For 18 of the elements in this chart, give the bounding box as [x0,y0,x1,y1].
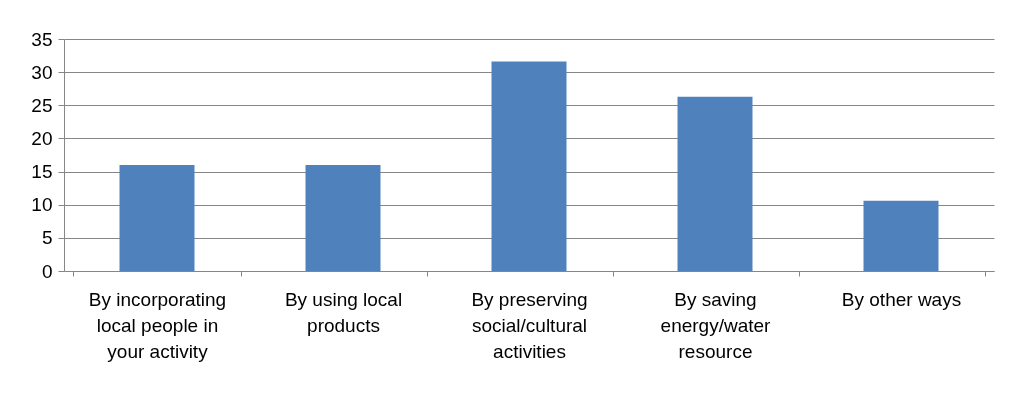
x-tick-label: By incorporating local people in your activity [88,288,227,362]
x-tick-label: By using local products [284,288,403,336]
y-tick-label: 30 [31,61,53,83]
y-tick-label: 35 [31,28,53,50]
y-tick-label: 15 [31,161,53,183]
y-tick-label: 0 [41,260,53,282]
y-tick-label: 20 [31,127,53,149]
y-tick-label: 5 [41,227,53,249]
bar [863,200,939,271]
y-tick-label: 10 [31,194,53,216]
bar [305,164,381,271]
bar [677,96,753,271]
x-tick-label: By saving energy/water resource [660,288,772,362]
y-tick-label: 25 [31,94,53,116]
bar [119,164,195,271]
x-tick-label: By other ways [841,288,962,310]
x-tick-label: By preserving social/cultural activities [471,288,588,362]
bar [491,61,567,271]
